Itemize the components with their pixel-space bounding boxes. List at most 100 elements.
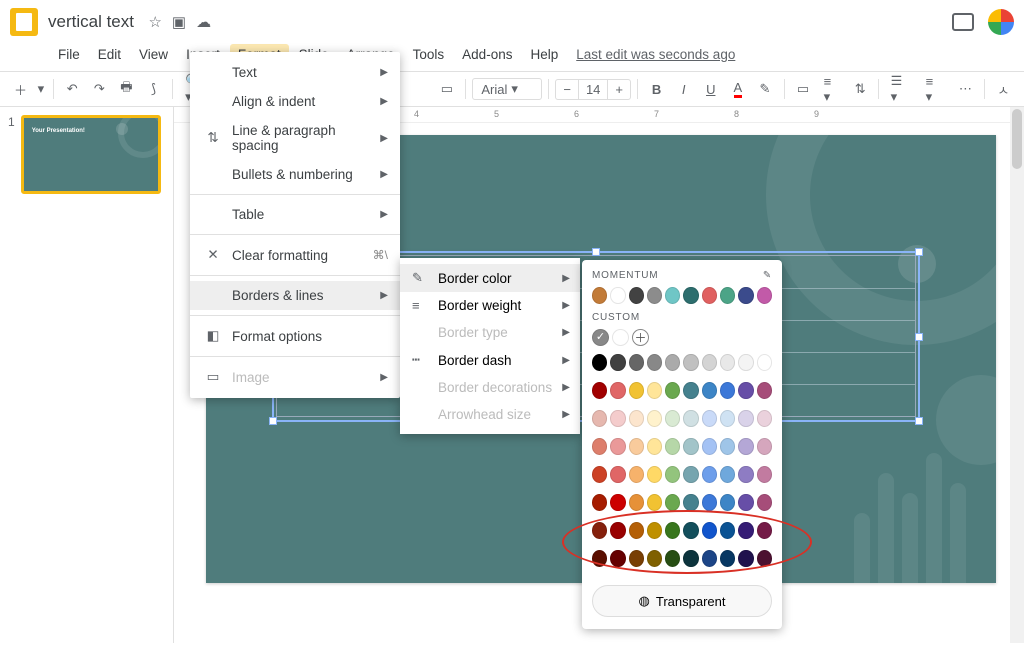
- border-dash[interactable]: ┅Border dash▶: [400, 346, 580, 374]
- comments-icon[interactable]: [952, 13, 974, 31]
- slides-logo[interactable]: [10, 8, 38, 36]
- color-swatch[interactable]: [610, 550, 625, 567]
- color-swatch[interactable]: [720, 522, 735, 539]
- color-swatch[interactable]: [647, 466, 662, 483]
- color-swatch[interactable]: [720, 550, 735, 567]
- color-swatch[interactable]: [629, 522, 644, 539]
- slide-thumbnail[interactable]: Your Presentation!: [21, 115, 161, 194]
- color-swatch[interactable]: [757, 438, 772, 455]
- color-swatch[interactable]: [610, 354, 625, 371]
- color-swatch[interactable]: [757, 550, 772, 567]
- font-size-control[interactable]: − 14 +: [555, 79, 631, 100]
- theme-swatch[interactable]: [702, 287, 717, 304]
- color-swatch[interactable]: [665, 550, 680, 567]
- vertical-scrollbar[interactable]: [1010, 107, 1024, 643]
- format-borders[interactable]: Borders & lines▶: [190, 281, 400, 310]
- undo-button[interactable]: ↶: [60, 76, 85, 102]
- color-swatch[interactable]: [592, 522, 607, 539]
- color-swatch[interactable]: [610, 438, 625, 455]
- color-swatch[interactable]: [665, 522, 680, 539]
- color-swatch[interactable]: [738, 410, 753, 427]
- color-swatch[interactable]: [592, 382, 607, 399]
- color-swatch[interactable]: [720, 494, 735, 511]
- color-swatch[interactable]: [738, 494, 753, 511]
- menu-addons[interactable]: Add-ons: [454, 44, 520, 65]
- color-swatch[interactable]: [629, 382, 644, 399]
- text-color-button[interactable]: A: [725, 76, 750, 102]
- toolbar-overflow[interactable]: ⋯: [953, 76, 978, 102]
- color-swatch[interactable]: [592, 550, 607, 567]
- color-swatch[interactable]: [683, 466, 698, 483]
- fill-color-button[interactable]: ▭: [434, 76, 459, 102]
- color-swatch[interactable]: [738, 522, 753, 539]
- star-icon[interactable]: ☆: [148, 13, 161, 31]
- new-slide-button[interactable]: ＋: [8, 76, 33, 102]
- color-swatch[interactable]: [665, 410, 680, 427]
- menu-file[interactable]: File: [50, 44, 88, 65]
- color-swatch[interactable]: [592, 354, 607, 371]
- transparent-button[interactable]: ◍Transparent: [592, 585, 772, 617]
- theme-swatch[interactable]: [592, 287, 607, 304]
- format-table[interactable]: Table▶: [190, 200, 400, 229]
- bulleted-list-dropdown[interactable]: ☰ ▾: [885, 73, 918, 105]
- menu-view[interactable]: View: [131, 44, 176, 65]
- account-icon[interactable]: [988, 9, 1014, 35]
- color-swatch[interactable]: [610, 494, 625, 511]
- color-swatch[interactable]: [738, 466, 753, 483]
- color-swatch[interactable]: [610, 410, 625, 427]
- color-swatch[interactable]: [592, 494, 607, 511]
- format-clear[interactable]: ✕Clear formatting⌘\: [190, 240, 400, 270]
- format-options[interactable]: ◧Format options: [190, 321, 400, 351]
- format-spacing[interactable]: ⇅Line & paragraph spacing▶: [190, 116, 400, 160]
- theme-swatch[interactable]: [610, 287, 625, 304]
- color-swatch[interactable]: [592, 410, 607, 427]
- color-swatch[interactable]: [629, 410, 644, 427]
- color-swatch[interactable]: [647, 382, 662, 399]
- color-swatch[interactable]: [647, 494, 662, 511]
- theme-swatch[interactable]: [720, 287, 735, 304]
- color-swatch[interactable]: [629, 494, 644, 511]
- color-swatch[interactable]: [738, 382, 753, 399]
- color-swatch[interactable]: [702, 522, 717, 539]
- redo-button[interactable]: ↷: [87, 76, 112, 102]
- color-swatch[interactable]: [629, 550, 644, 567]
- color-swatch[interactable]: [610, 522, 625, 539]
- new-slide-dropdown[interactable]: ▾: [35, 76, 47, 102]
- add-custom-color[interactable]: ＋: [632, 329, 649, 346]
- format-align[interactable]: Align & indent▶: [190, 87, 400, 116]
- color-swatch[interactable]: [738, 550, 753, 567]
- border-color[interactable]: ✎Border color▶: [400, 264, 580, 292]
- color-swatch[interactable]: [702, 382, 717, 399]
- custom-swatch[interactable]: [592, 329, 609, 346]
- color-swatch[interactable]: [683, 382, 698, 399]
- color-swatch[interactable]: [683, 438, 698, 455]
- color-swatch[interactable]: [702, 354, 717, 371]
- format-text[interactable]: Text▶: [190, 58, 400, 87]
- color-swatch[interactable]: [683, 494, 698, 511]
- color-swatch[interactable]: [647, 438, 662, 455]
- color-swatch[interactable]: [702, 494, 717, 511]
- color-swatch[interactable]: [647, 410, 662, 427]
- cloud-icon[interactable]: ☁: [196, 13, 211, 31]
- color-swatch[interactable]: [720, 354, 735, 371]
- color-swatch[interactable]: [757, 410, 772, 427]
- color-swatch[interactable]: [702, 466, 717, 483]
- custom-swatch[interactable]: [612, 329, 629, 346]
- color-swatch[interactable]: [610, 382, 625, 399]
- last-edit-link[interactable]: Last edit was seconds ago: [576, 47, 735, 62]
- menu-help[interactable]: Help: [522, 44, 566, 65]
- color-swatch[interactable]: [720, 410, 735, 427]
- underline-button[interactable]: U: [698, 76, 723, 102]
- color-swatch[interactable]: [683, 354, 698, 371]
- menu-edit[interactable]: Edit: [90, 44, 129, 65]
- theme-swatch[interactable]: [629, 287, 644, 304]
- color-swatch[interactable]: [665, 438, 680, 455]
- color-swatch[interactable]: [592, 438, 607, 455]
- color-swatch[interactable]: [738, 354, 753, 371]
- theme-swatch[interactable]: [647, 287, 662, 304]
- color-swatch[interactable]: [665, 466, 680, 483]
- color-swatch[interactable]: [629, 466, 644, 483]
- color-swatch[interactable]: [757, 466, 772, 483]
- color-swatch[interactable]: [702, 438, 717, 455]
- line-spacing-dropdown[interactable]: ⇅: [849, 81, 872, 97]
